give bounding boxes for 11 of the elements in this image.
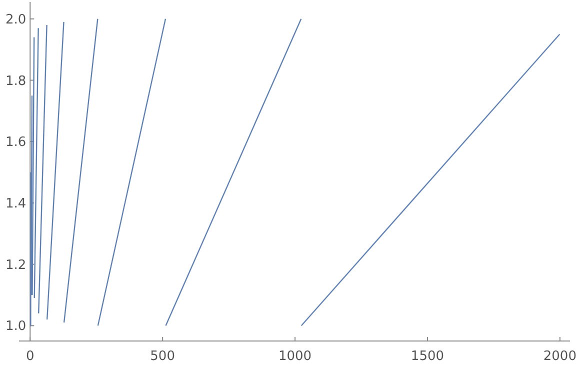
y-tick-label: 1.4 xyxy=(5,196,26,212)
x-tick-label: 1000 xyxy=(278,349,312,364)
y-tick-label: 2.0 xyxy=(5,12,26,28)
x-tick-label: 500 xyxy=(150,349,175,364)
y-tick-label: 1.8 xyxy=(5,74,26,89)
x-tick-label: 0 xyxy=(26,349,34,364)
y-tick-label: 1.6 xyxy=(5,135,26,150)
y-tick-label: 1.0 xyxy=(5,319,26,334)
x-tick-label: 2000 xyxy=(543,349,576,364)
x-tick-label: 1500 xyxy=(410,349,444,364)
y-tick-label: 1.2 xyxy=(5,258,26,273)
